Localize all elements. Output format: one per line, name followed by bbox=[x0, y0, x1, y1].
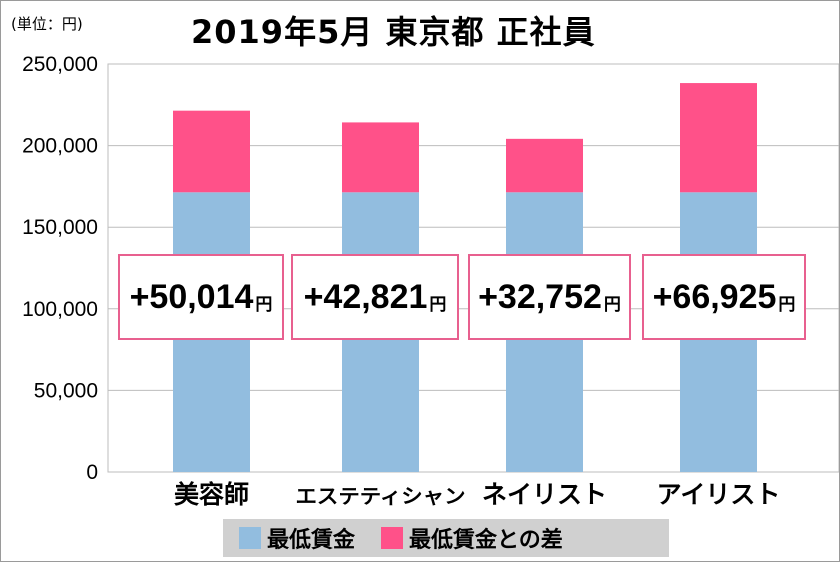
yen-unit: 円 bbox=[255, 294, 273, 314]
y-tick-label: 150,000 bbox=[22, 216, 98, 239]
bar-difference bbox=[680, 83, 757, 193]
category-label: 美容師 bbox=[174, 480, 249, 509]
yen-unit: 円 bbox=[778, 294, 796, 314]
y-tick-label: 50,000 bbox=[34, 379, 98, 402]
legend-swatch-difference bbox=[381, 527, 404, 549]
category-label: エステティシャン bbox=[296, 484, 466, 508]
yen-unit: 円 bbox=[429, 294, 447, 314]
y-tick-label: 100,000 bbox=[22, 298, 98, 321]
y-tick-label: 250,000 bbox=[22, 53, 98, 76]
difference-data-label: +42,821 円 bbox=[291, 254, 459, 340]
category-label: アイリスト bbox=[657, 480, 781, 509]
category-label: ネイリスト bbox=[482, 480, 607, 509]
unit-label: (単位：円) bbox=[11, 15, 83, 33]
legend-label-difference: 最低賃金との差 bbox=[409, 528, 563, 553]
legend: 最低賃金 最低賃金との差 bbox=[223, 519, 669, 557]
y-tick-label: 0 bbox=[86, 461, 98, 484]
difference-data-label: +50,014 円 bbox=[118, 254, 284, 340]
chart-title: 2019年5月 東京都 正社員 bbox=[191, 13, 596, 51]
difference-data-label: +66,925 円 bbox=[642, 254, 806, 340]
yen-unit: 円 bbox=[603, 294, 621, 314]
difference-value: +32,752 bbox=[478, 277, 602, 316]
bar-difference bbox=[342, 122, 419, 193]
y-tick-label: 200,000 bbox=[22, 135, 98, 158]
legend-label-min-wage: 最低賃金 bbox=[267, 528, 356, 553]
bar-difference bbox=[173, 110, 250, 193]
difference-value: +50,014 bbox=[129, 277, 254, 316]
difference-value: +66,925 bbox=[652, 277, 777, 316]
legend-swatch-min-wage bbox=[239, 527, 261, 549]
difference-value: +42,821 bbox=[303, 277, 428, 316]
difference-data-label: +32,752 円 bbox=[468, 254, 631, 340]
bar-difference bbox=[506, 138, 583, 193]
